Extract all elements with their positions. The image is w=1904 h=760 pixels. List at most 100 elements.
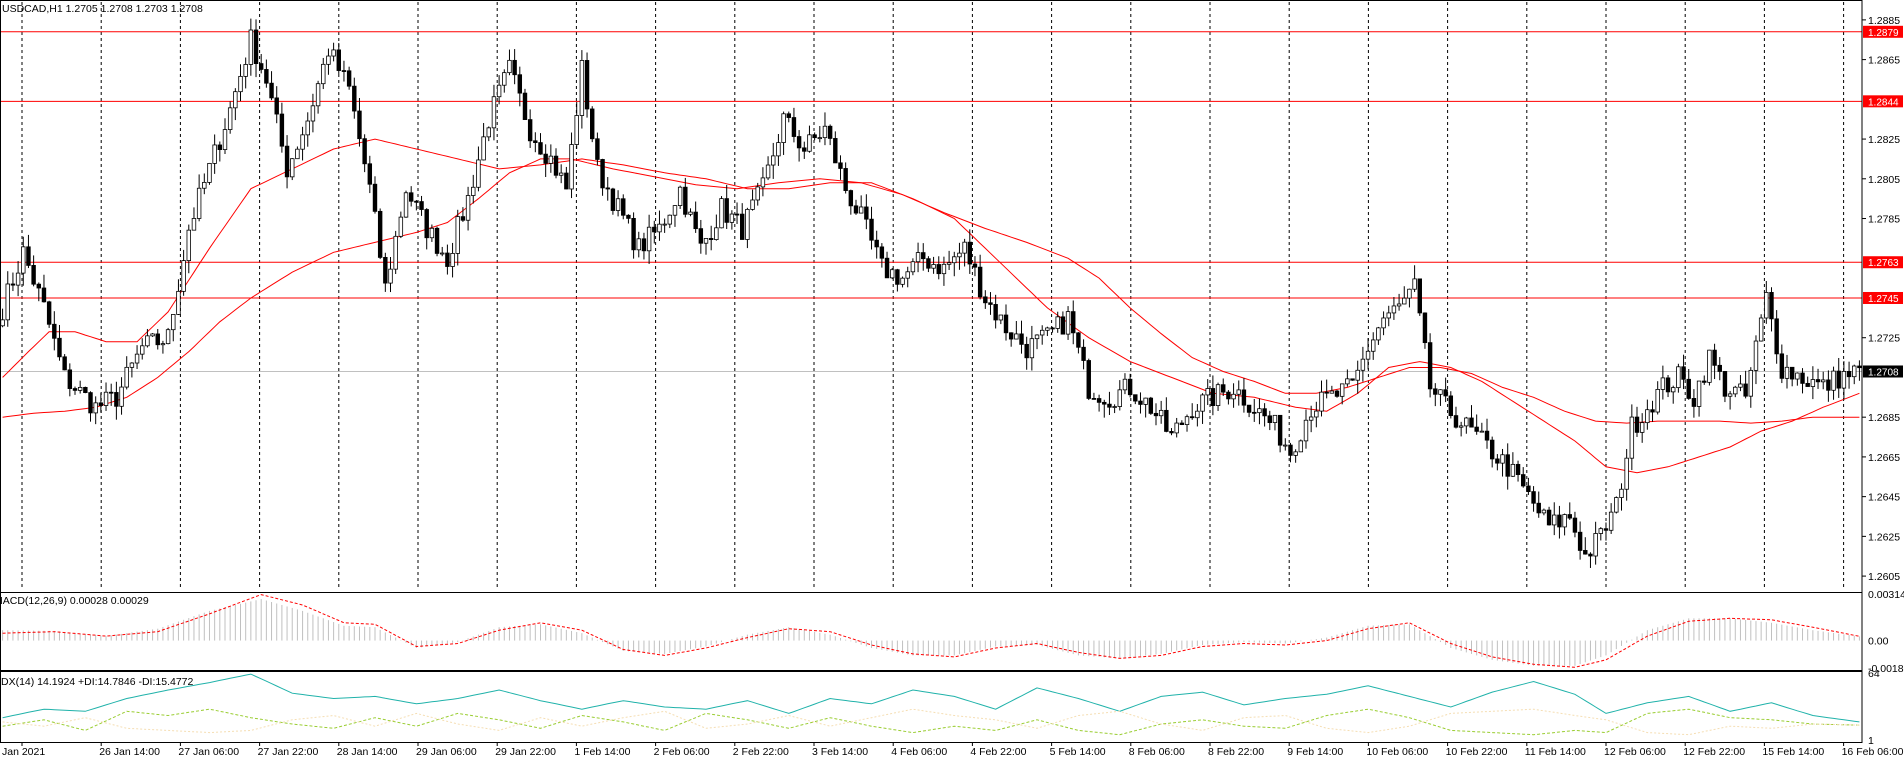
candle (1453, 406, 1459, 429)
candle (165, 327, 171, 345)
candle (10, 272, 16, 292)
candle (1738, 375, 1743, 392)
candle (1639, 413, 1645, 443)
candle (1345, 369, 1350, 387)
candle (1438, 389, 1443, 406)
candle (1774, 310, 1779, 364)
candle (584, 52, 590, 118)
candle (383, 252, 388, 292)
y-tick-label: 1.2725 (1868, 333, 1900, 345)
candle (160, 340, 166, 354)
candle (1112, 404, 1117, 414)
candle (1510, 452, 1516, 477)
candle (1753, 335, 1759, 385)
y-tick-label: 1.2885 (1868, 15, 1900, 27)
candle (698, 219, 704, 254)
candle (667, 214, 673, 229)
candle (1727, 390, 1733, 410)
candle (843, 162, 848, 194)
candle (1065, 306, 1071, 340)
candle (1758, 314, 1764, 342)
candle (181, 249, 186, 296)
candle (1764, 281, 1769, 324)
candle (962, 238, 967, 267)
candle (1769, 287, 1774, 332)
candle (1665, 375, 1671, 398)
candle (155, 329, 160, 350)
x-tick-label: 27 Jan 22:00 (258, 746, 319, 758)
candle (1039, 325, 1045, 345)
candle (1086, 358, 1091, 401)
x-tick-label: 2 Feb 06:00 (654, 746, 710, 758)
candle (595, 132, 600, 166)
candle (729, 210, 735, 230)
candle (683, 177, 688, 218)
candle (1045, 326, 1050, 337)
candle (1221, 378, 1226, 396)
candle (1169, 428, 1174, 436)
candle (108, 383, 114, 406)
candle (145, 328, 150, 348)
candle (776, 133, 781, 166)
candle (1779, 344, 1785, 384)
candle (662, 218, 667, 233)
candle (1365, 338, 1371, 370)
candle (1314, 401, 1319, 428)
candle (527, 109, 533, 148)
candle (538, 133, 543, 155)
candle (191, 207, 197, 231)
candle (1355, 360, 1360, 394)
candle (807, 125, 812, 153)
candle (1371, 332, 1376, 360)
candle (129, 362, 135, 378)
x-tick-label: 4 Feb 22:00 (970, 746, 1026, 758)
candle (507, 49, 512, 76)
candle (786, 111, 791, 123)
candle (1174, 417, 1179, 438)
candle (98, 392, 104, 413)
candle (1484, 418, 1490, 449)
candle (833, 131, 838, 164)
candle (238, 64, 243, 102)
candle (377, 208, 383, 260)
candle (802, 141, 807, 159)
y-tick-label: 1.2865 (1868, 55, 1900, 67)
y-tick-label: 1.2665 (1868, 452, 1900, 464)
candle (1562, 513, 1567, 536)
candle (1500, 448, 1505, 477)
candle (1634, 406, 1640, 437)
candle (1153, 403, 1159, 426)
x-tick-label: 26 Jan 14:00 (99, 746, 160, 758)
candle (1614, 496, 1619, 514)
candle (1458, 421, 1464, 437)
x-tick-label: 9 Feb 14:00 (1287, 746, 1343, 758)
candle (1531, 486, 1536, 512)
candle (1298, 439, 1304, 453)
candle (150, 333, 155, 337)
candle (1360, 346, 1366, 382)
candle (1489, 436, 1495, 468)
candle (1008, 332, 1014, 347)
candle (471, 174, 476, 204)
candle (352, 77, 357, 119)
candle (1707, 349, 1712, 386)
x-tick-label: 12 Feb 22:00 (1683, 746, 1745, 758)
candle (941, 256, 947, 286)
candle (574, 101, 579, 149)
candle (62, 354, 67, 371)
adx-tick-label: 64 (1868, 668, 1880, 680)
candle (403, 190, 409, 218)
x-tick-label: 11 Feb 14:00 (1525, 746, 1586, 758)
candle (755, 182, 760, 206)
candle (481, 123, 486, 161)
candle (1231, 383, 1236, 408)
candle (693, 201, 698, 233)
candle (781, 111, 786, 155)
candle (336, 42, 341, 74)
candle (1521, 467, 1526, 488)
moving-averages (2, 138, 1860, 474)
y-tick-label: 1.2805 (1868, 174, 1900, 186)
x-tick-label: 4 Feb 06:00 (891, 746, 947, 758)
candle (455, 209, 460, 266)
